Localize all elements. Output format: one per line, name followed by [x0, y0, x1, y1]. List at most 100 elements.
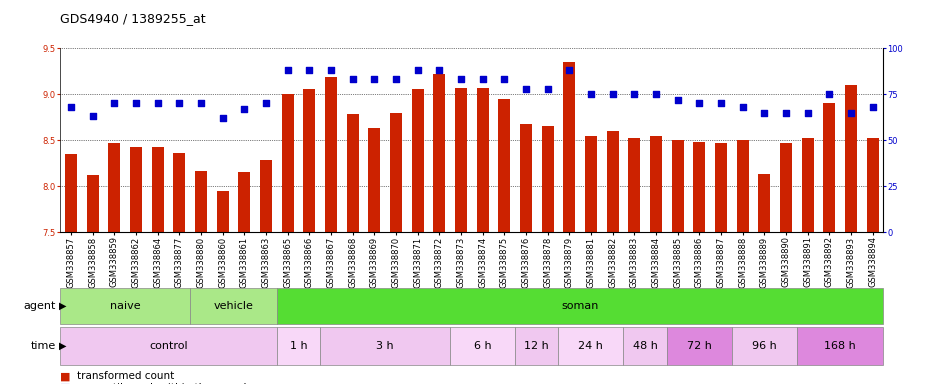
Bar: [802, 138, 813, 232]
Bar: [623, 327, 667, 365]
Bar: [542, 126, 553, 232]
Text: agent: agent: [23, 301, 56, 311]
Point: [258, 100, 274, 106]
Bar: [845, 85, 857, 232]
Text: ■: ■: [60, 371, 70, 381]
Bar: [867, 138, 879, 232]
Text: 72 h: 72 h: [686, 341, 711, 351]
Text: ▶: ▶: [59, 341, 67, 351]
Bar: [130, 147, 142, 232]
Bar: [191, 288, 277, 324]
Point: [844, 109, 858, 116]
Bar: [239, 172, 251, 232]
Bar: [65, 154, 77, 232]
Point: [64, 104, 79, 110]
Point: [172, 100, 187, 106]
Point: [779, 109, 794, 116]
Bar: [320, 327, 450, 365]
Bar: [173, 153, 185, 232]
Point: [692, 100, 707, 106]
Point: [757, 109, 771, 116]
Bar: [60, 327, 277, 365]
Point: [324, 67, 339, 73]
Bar: [515, 327, 559, 365]
Bar: [628, 138, 640, 232]
Bar: [693, 142, 705, 232]
Point: [584, 91, 598, 97]
Bar: [780, 143, 792, 232]
Point: [237, 106, 252, 112]
Bar: [281, 94, 293, 232]
Point: [735, 104, 750, 110]
Text: 6 h: 6 h: [474, 341, 491, 351]
Point: [648, 91, 663, 97]
Text: ▶: ▶: [59, 301, 67, 311]
Point: [540, 86, 555, 92]
Bar: [607, 131, 619, 232]
Point: [519, 86, 534, 92]
Point: [865, 104, 880, 110]
Bar: [195, 170, 207, 232]
Text: control: control: [149, 341, 188, 351]
Bar: [520, 124, 532, 232]
Bar: [216, 191, 228, 232]
Text: soman: soman: [561, 301, 598, 311]
Bar: [260, 159, 272, 232]
Point: [432, 67, 447, 73]
Bar: [347, 114, 359, 232]
Text: 3 h: 3 h: [376, 341, 394, 351]
Point: [713, 100, 728, 106]
Point: [85, 113, 100, 119]
Bar: [390, 113, 401, 232]
Bar: [108, 143, 120, 232]
Text: naive: naive: [110, 301, 141, 311]
Text: percentile rank within the sample: percentile rank within the sample: [77, 383, 253, 384]
Bar: [455, 88, 467, 232]
Point: [605, 91, 620, 97]
Bar: [796, 327, 883, 365]
Point: [193, 100, 208, 106]
Text: 1 h: 1 h: [290, 341, 307, 351]
Text: 24 h: 24 h: [578, 341, 603, 351]
Bar: [325, 78, 337, 232]
Bar: [368, 128, 380, 232]
Point: [388, 76, 403, 83]
Bar: [758, 174, 771, 232]
Point: [821, 91, 836, 97]
Point: [453, 76, 468, 83]
Point: [475, 76, 490, 83]
Text: ■: ■: [60, 383, 70, 384]
Text: 48 h: 48 h: [633, 341, 658, 351]
Bar: [433, 74, 445, 232]
Bar: [650, 136, 662, 232]
Point: [129, 100, 143, 106]
Point: [345, 76, 360, 83]
Point: [150, 100, 165, 106]
Bar: [732, 327, 796, 365]
Bar: [277, 288, 883, 324]
Point: [670, 96, 684, 103]
Point: [107, 100, 122, 106]
Text: 12 h: 12 h: [524, 341, 549, 351]
Point: [561, 67, 576, 73]
Text: 96 h: 96 h: [752, 341, 777, 351]
Bar: [672, 140, 684, 232]
Text: time: time: [31, 341, 56, 351]
Bar: [412, 89, 424, 232]
Bar: [563, 62, 575, 232]
Bar: [476, 88, 488, 232]
Point: [627, 91, 642, 97]
Point: [216, 115, 230, 121]
Bar: [277, 327, 320, 365]
Bar: [667, 327, 732, 365]
Bar: [303, 89, 315, 232]
Bar: [736, 140, 748, 232]
Bar: [499, 99, 511, 232]
Bar: [559, 327, 623, 365]
Bar: [450, 327, 515, 365]
Bar: [87, 175, 99, 232]
Text: transformed count: transformed count: [77, 371, 174, 381]
Bar: [60, 288, 191, 324]
Text: vehicle: vehicle: [214, 301, 253, 311]
Point: [280, 67, 295, 73]
